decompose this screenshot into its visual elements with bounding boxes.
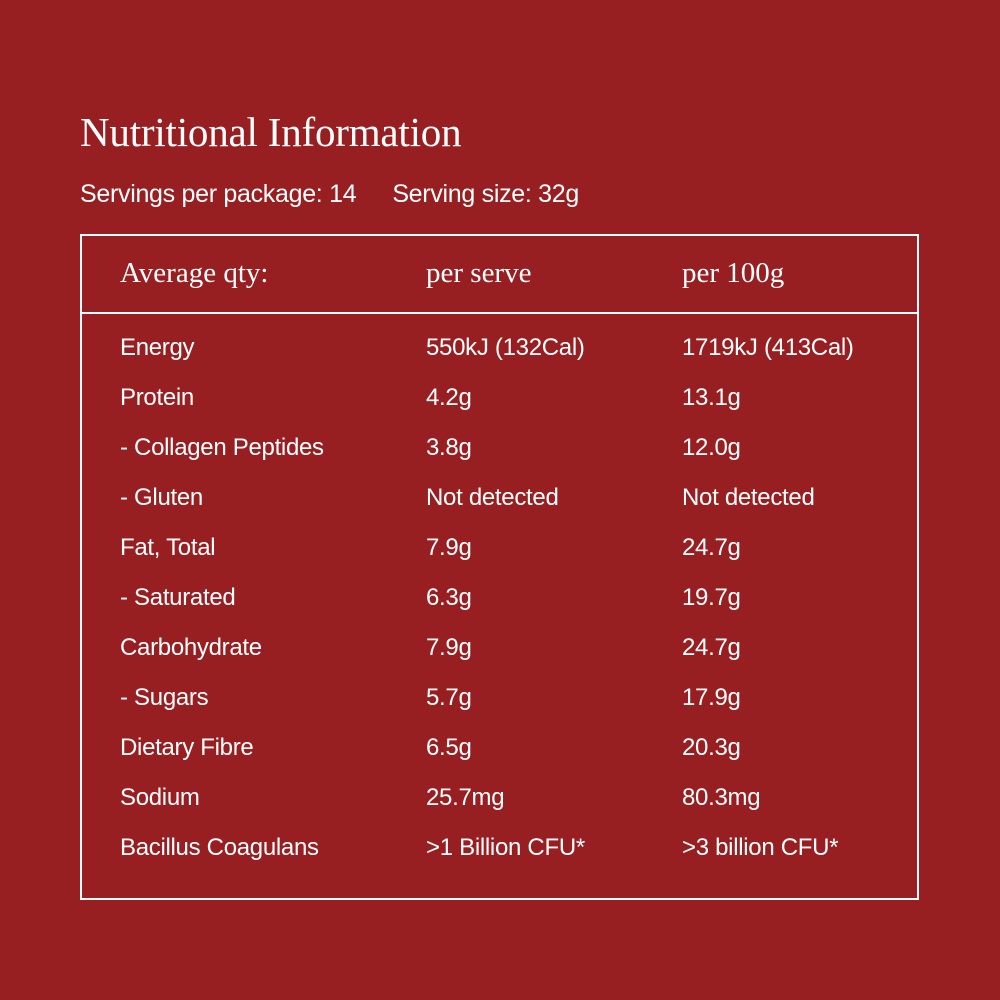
nutrient-name: Energy bbox=[120, 334, 195, 361]
per-100g-value: Not detected bbox=[682, 484, 815, 511]
per-100g-value: 1719kJ (413Cal) bbox=[682, 334, 854, 361]
per-serve-value: 25.7mg bbox=[426, 784, 505, 811]
table-row: Protein 4.2g 13.1g bbox=[82, 376, 917, 426]
serving-info: Servings per package: 14 Serving size: 32… bbox=[80, 176, 579, 212]
per-100g-value: 12.0g bbox=[682, 434, 741, 461]
per-serve-value: 3.8g bbox=[426, 434, 472, 461]
per-serve-value: 550kJ (132Cal) bbox=[426, 334, 585, 361]
nutrient-name: Dietary Fibre bbox=[120, 734, 254, 761]
table-row: Energy 550kJ (132Cal) 1719kJ (413Cal) bbox=[82, 326, 917, 376]
table-row: Sodium 25.7mg 80.3mg bbox=[82, 776, 917, 826]
page-title: Nutritional Information bbox=[80, 109, 462, 155]
table-row: Bacillus Coagulans >1 Billion CFU* >3 bi… bbox=[82, 826, 917, 876]
per-100g-value: 17.9g bbox=[682, 684, 741, 711]
per-100g-value: 80.3mg bbox=[682, 784, 761, 811]
per-serve-value: Not detected bbox=[426, 484, 559, 511]
nutrient-name: Carbohydrate bbox=[120, 634, 262, 661]
table-body: Energy 550kJ (132Cal) 1719kJ (413Cal) Pr… bbox=[82, 326, 917, 876]
table-row: - Sugars 5.7g 17.9g bbox=[82, 676, 917, 726]
per-serve-value: 6.3g bbox=[426, 584, 472, 611]
per-100g-value: 19.7g bbox=[682, 584, 741, 611]
nutrient-name: Fat, Total bbox=[120, 534, 216, 561]
header-per-100g: per 100g bbox=[682, 257, 785, 289]
nutrient-name: - Saturated bbox=[120, 584, 236, 611]
nutrition-table: Average qty: per serve per 100g Energy 5… bbox=[80, 234, 919, 900]
servings-per-package: Servings per package: 14 bbox=[80, 180, 357, 208]
nutrient-name: Bacillus Coagulans bbox=[120, 834, 319, 861]
table-row: - Gluten Not detected Not detected bbox=[82, 476, 917, 526]
header-average-qty: Average qty: bbox=[120, 257, 269, 289]
nutrient-name: Sodium bbox=[120, 784, 200, 811]
per-100g-value: 20.3g bbox=[682, 734, 741, 761]
per-serve-value: 4.2g bbox=[426, 384, 472, 411]
serving-size: Serving size: 32g bbox=[392, 180, 579, 208]
nutrient-name: - Sugars bbox=[120, 684, 209, 711]
per-serve-value: 5.7g bbox=[426, 684, 472, 711]
nutrient-name: - Gluten bbox=[120, 484, 203, 511]
per-100g-value: 13.1g bbox=[682, 384, 741, 411]
table-row: - Collagen Peptides 3.8g 12.0g bbox=[82, 426, 917, 476]
table-row: Dietary Fibre 6.5g 20.3g bbox=[82, 726, 917, 776]
per-100g-value: 24.7g bbox=[682, 534, 741, 561]
per-serve-value: 6.5g bbox=[426, 734, 472, 761]
nutrient-name: - Collagen Peptides bbox=[120, 434, 324, 461]
table-row: Carbohydrate 7.9g 24.7g bbox=[82, 626, 917, 676]
per-serve-value: 7.9g bbox=[426, 534, 472, 561]
nutrient-name: Protein bbox=[120, 384, 194, 411]
table-header: Average qty: per serve per 100g bbox=[82, 236, 917, 314]
table-row: Fat, Total 7.9g 24.7g bbox=[82, 526, 917, 576]
header-per-serve: per serve bbox=[426, 257, 532, 289]
per-100g-value: >3 billion CFU* bbox=[682, 834, 839, 861]
per-serve-value: 7.9g bbox=[426, 634, 472, 661]
table-row: - Saturated 6.3g 19.7g bbox=[82, 576, 917, 626]
per-serve-value: >1 Billion CFU* bbox=[426, 834, 585, 861]
per-100g-value: 24.7g bbox=[682, 634, 741, 661]
